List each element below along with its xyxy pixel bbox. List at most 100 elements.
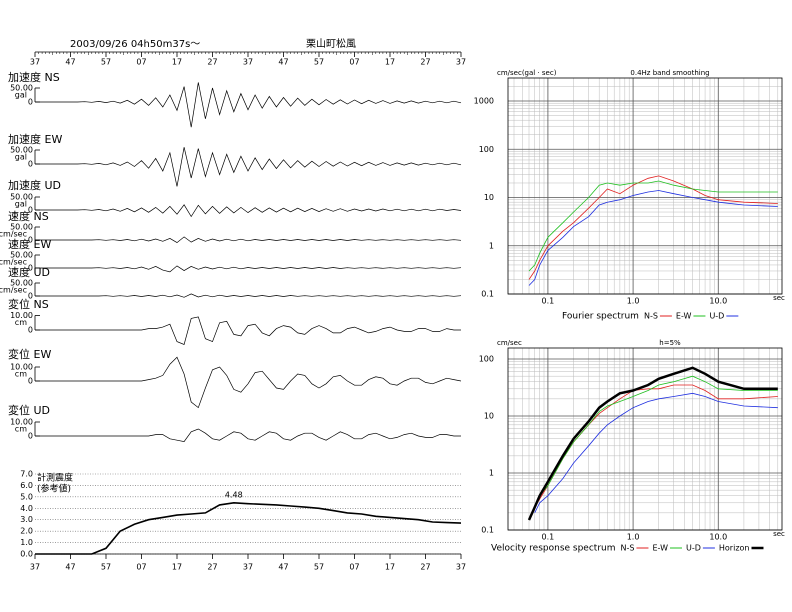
- y-tick-label: 0: [28, 292, 33, 301]
- unit-label: cm/sec: [0, 258, 27, 267]
- y-tick-label: 10.00: [10, 418, 33, 427]
- y-tick-label: 0: [28, 377, 33, 386]
- waveform: [35, 265, 462, 273]
- x-tick-label: 1.0: [627, 533, 640, 542]
- y-tick-label: 0: [28, 326, 33, 335]
- unit-label: gal: [15, 91, 27, 100]
- x-tick-label: 47: [65, 563, 75, 572]
- chart-title: 計測震度: [37, 472, 73, 484]
- x-tick-label: 37: [30, 563, 40, 572]
- y-tick-label: 5.0: [20, 492, 33, 501]
- panel-label: 速度 UD: [8, 265, 50, 279]
- x-tick-label: 37: [456, 58, 466, 67]
- panel-label: 加速度 NS: [8, 70, 60, 84]
- series-line: [527, 366, 778, 521]
- panel-label: 加速度 UD: [8, 178, 61, 192]
- x-tick-label: 57: [101, 58, 111, 67]
- y-tick-label: 0.1: [481, 526, 494, 535]
- y-tick-label: 1: [489, 241, 494, 250]
- x-axis-label: sec: [773, 294, 785, 302]
- x-tick-label: 37: [243, 563, 253, 572]
- x-tick-label: 07: [136, 563, 146, 572]
- x-tick-label: 07: [349, 58, 359, 67]
- x-tick-label: 27: [420, 563, 430, 572]
- panel-label: 変位 UD: [8, 403, 50, 417]
- legend-title: Fourier spectrum: [562, 312, 639, 322]
- series-line: [528, 190, 778, 286]
- y-tick-label: 10.00: [10, 311, 33, 320]
- panel-label: 速度 EW: [8, 237, 51, 251]
- unit-label: gal: [15, 200, 27, 209]
- legend-title: Velocity response spectrum: [491, 544, 616, 554]
- legend-label: Horizon: [719, 544, 750, 553]
- y-tick-label: 0: [28, 160, 33, 169]
- legend-label: U-D: [686, 544, 701, 553]
- y-tick-label: 50.00: [10, 193, 33, 202]
- y-tick-label: 1.0: [20, 538, 33, 547]
- y-tick-label: 0: [28, 98, 33, 107]
- chart-title: 2003/09/26 04h50m37s～: [70, 39, 200, 50]
- chart-subtitle: 栗山町松風: [306, 37, 356, 50]
- x-tick-label: 47: [278, 58, 288, 67]
- unit-label: cm: [15, 318, 27, 327]
- unit-label: cm: [15, 370, 27, 379]
- waveform: [35, 82, 462, 128]
- y-tick-label: 3.0: [20, 515, 33, 524]
- panel-label: 加速度 EW: [8, 132, 62, 146]
- unit-label: cm/sec: [0, 230, 27, 239]
- y-tick-label: 50.00: [10, 251, 33, 260]
- waveform: [35, 316, 461, 345]
- y-tick-label: 10: [484, 412, 494, 421]
- x-tick-label: 27: [207, 58, 217, 67]
- y-tick-label: 50.00: [10, 223, 33, 232]
- y-tick-label: 0.0: [20, 550, 33, 559]
- unit-label: cm: [15, 425, 27, 434]
- x-axis-label: sec: [773, 530, 785, 538]
- y-tick-label: 100: [479, 145, 494, 154]
- x-tick-label: 10.0: [709, 297, 727, 306]
- x-tick-label: 1.0: [627, 297, 640, 306]
- waveform: [35, 147, 462, 187]
- panel-label: 変位 NS: [8, 297, 49, 311]
- x-tick-label: 07: [136, 58, 146, 67]
- y-tick-label: 10.00: [10, 363, 33, 372]
- panel-label: 速度 NS: [8, 209, 49, 223]
- legend-label: E-W: [652, 544, 668, 553]
- y-tick-label: 50.00: [10, 146, 33, 155]
- x-tick-label: 57: [314, 563, 324, 572]
- series-line: [534, 392, 778, 513]
- x-tick-label: 27: [207, 563, 217, 572]
- x-tick-label: 37: [456, 563, 466, 572]
- y-tick-label: 7.0: [20, 470, 33, 479]
- x-tick-label: 27: [420, 58, 430, 67]
- chart-subtitle: (参考値): [37, 483, 71, 495]
- y-tick-label: 6.0: [20, 481, 33, 490]
- legend-label: N-S: [621, 544, 635, 553]
- x-tick-label: 07: [349, 563, 359, 572]
- x-tick-label: 17: [172, 563, 182, 572]
- y-tick-label: 1000: [474, 97, 494, 106]
- y-tick-label: 0: [28, 206, 33, 215]
- y-tick-label: 10: [484, 193, 494, 202]
- y-tick-label: 0: [28, 264, 33, 273]
- x-tick-label: 17: [172, 58, 182, 67]
- intensity-line: [35, 501, 462, 555]
- x-tick-label: 47: [278, 563, 288, 572]
- waveform: [35, 293, 462, 298]
- y-tick-label: 50.00: [10, 84, 33, 93]
- waveform: [35, 236, 462, 244]
- panel-label: 変位 EW: [8, 347, 51, 361]
- plot-frame: [507, 77, 783, 295]
- y-axis-label: cm/sec(gal · sec): [497, 69, 557, 77]
- y-tick-label: 4.0: [20, 504, 33, 513]
- chart-subtitle: h=5%: [659, 339, 681, 347]
- y-tick-label: 100: [479, 355, 494, 364]
- x-tick-label: 17: [385, 58, 395, 67]
- x-tick-label: 47: [65, 58, 75, 67]
- legend-label: U-D: [709, 312, 724, 321]
- chart-subtitle: 0.4Hz band smoothing: [630, 69, 709, 77]
- unit-label: cm/sec: [0, 286, 27, 295]
- y-tick-label: 2.0: [20, 527, 33, 536]
